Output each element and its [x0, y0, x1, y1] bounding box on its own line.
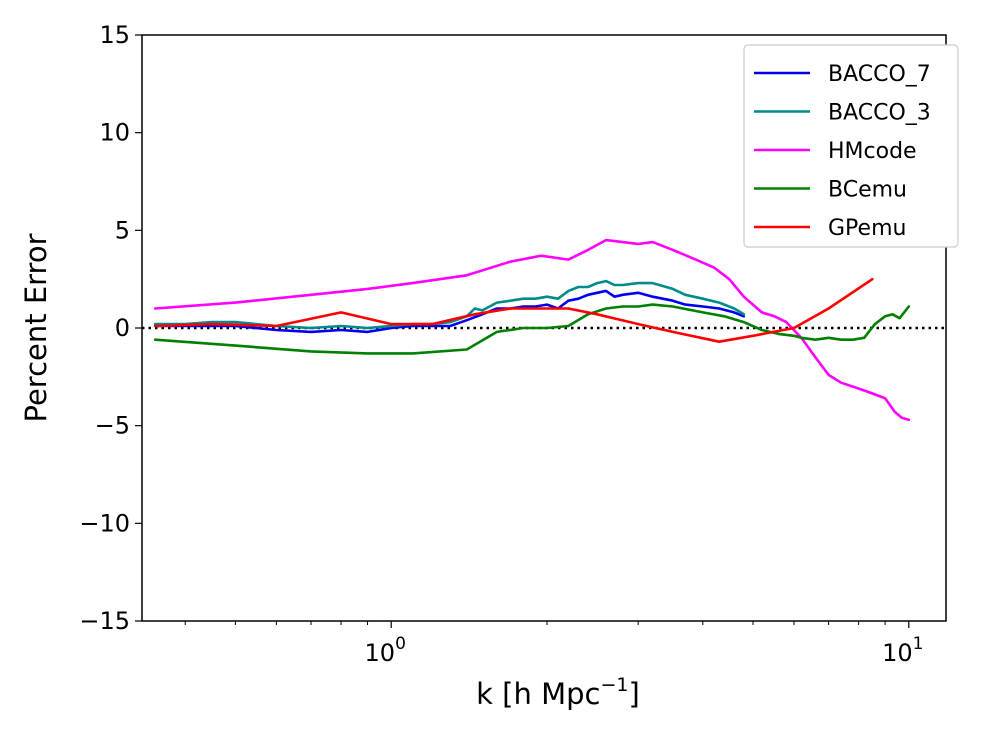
x-axis-title: k [h Mpc−1] — [476, 674, 640, 711]
y-tick-label: 0 — [115, 314, 130, 342]
y-tick-label: 15 — [99, 21, 130, 49]
plot-lines — [142, 238, 946, 422]
y-tick-label: −15 — [79, 607, 130, 635]
series-line-bcemu — [153, 303, 911, 355]
legend-label-bacco-3: BACCO_3 — [828, 101, 931, 126]
legend-label-gpemu: GPemu — [828, 216, 906, 241]
legend-box — [743, 44, 959, 248]
legend: BACCO_7 BACCO_3 HMcode BCemu GPemu — [743, 44, 959, 248]
legend-label-bcemu: BCemu — [828, 178, 907, 203]
legend-label-bacco-7: BACCO_7 — [828, 62, 931, 87]
series-line-hmcode — [153, 238, 911, 422]
series-line-bacco-7 — [153, 289, 746, 334]
x-tick-label: 101 — [882, 634, 923, 667]
y-tick-label: −10 — [79, 509, 130, 537]
series-line-bacco-3 — [153, 279, 746, 330]
y-tick-label: −5 — [95, 412, 130, 440]
legend-entries: BACCO_7 BACCO_3 HMcode BCemu GPemu — [754, 62, 931, 241]
series-line-gpemu — [153, 277, 874, 344]
y-axis: 15 10 5 0 −5 −10 −15 — [79, 21, 142, 635]
y-tick-label: 10 — [99, 119, 130, 147]
x-axis-title-exponent: −1 — [600, 674, 628, 696]
legend-label-hmcode: HMcode — [828, 139, 917, 164]
plot-frame — [141, 34, 947, 622]
y-tick-label: 5 — [115, 216, 130, 244]
y-axis-title: Percent Error — [19, 233, 53, 422]
x-axis: 100 101 — [184, 621, 923, 667]
x-tick-label: 100 — [365, 634, 406, 667]
